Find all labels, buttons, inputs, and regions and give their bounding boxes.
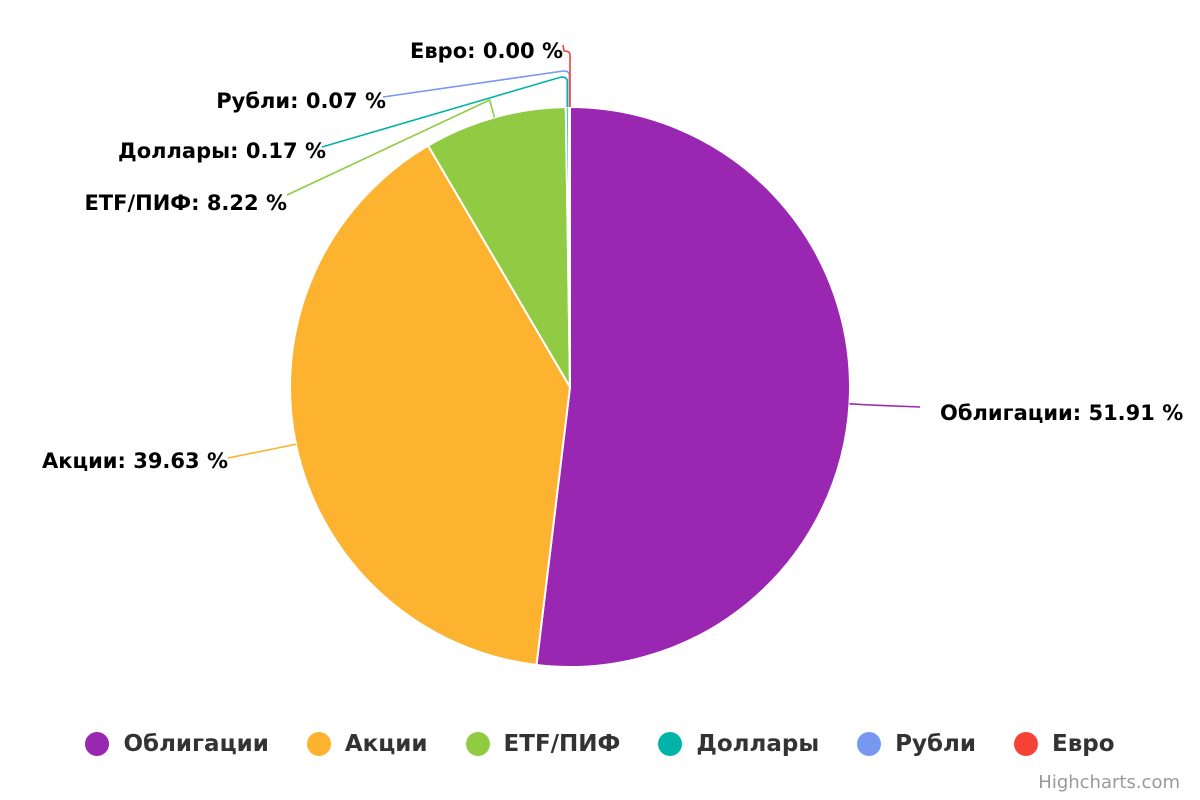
slice-data-label: Облигации: 51.91 % xyxy=(940,401,1183,425)
legend-item-bonds[interactable]: Облигации xyxy=(85,731,269,757)
label-connector-line xyxy=(286,98,496,196)
legend-label: Доллары xyxy=(696,731,820,757)
label-connector-line xyxy=(849,402,921,408)
legend-label: Акции xyxy=(344,731,428,757)
pie-slice[interactable] xyxy=(289,144,571,666)
legend-dot-icon xyxy=(1014,732,1039,756)
legend-dot-icon xyxy=(465,732,490,756)
pie-slice[interactable] xyxy=(427,106,571,388)
label-connector-line xyxy=(562,44,571,107)
legend-item-dollars[interactable]: Доллары xyxy=(658,731,819,757)
slice-labels: Облигации: 51.91 % Акции: 39.63 % ETF/ПИФ:… xyxy=(42,39,1183,473)
label-connector-line xyxy=(227,443,297,459)
pie-slice[interactable] xyxy=(567,106,571,388)
legend-dot-icon xyxy=(306,732,331,756)
slice-data-label: Доллары: 0.17 % xyxy=(118,139,326,163)
chart-legend: Облигации Акции ETF/ПИФ Доллары Рубли Ев… xyxy=(0,720,1200,768)
legend-dot-icon xyxy=(658,732,683,756)
credits-link[interactable]: Highcharts.com xyxy=(1038,772,1180,793)
legend-label: Евро xyxy=(1052,731,1115,757)
legend-item-euro[interactable]: Евро xyxy=(1014,731,1115,757)
legend-label: Облигации xyxy=(123,731,269,757)
legend-label: Рубли xyxy=(895,731,977,757)
pie-slice[interactable] xyxy=(535,106,851,668)
label-connectors xyxy=(227,44,921,459)
label-connector-line xyxy=(321,76,569,148)
legend-label: ETF/ПИФ xyxy=(503,731,621,757)
legend-dot-icon xyxy=(857,732,882,756)
slice-data-label: Акции: 39.63 % xyxy=(42,449,228,473)
slice-data-label: Евро: 0.00 % xyxy=(410,39,563,63)
legend-item-etf[interactable]: ETF/ПИФ xyxy=(465,731,621,757)
legend-item-stocks[interactable]: Акции xyxy=(306,731,428,757)
slice-data-label: ETF/ПИФ: 8.22 % xyxy=(84,191,287,215)
slice-data-label: Рубли: 0.07 % xyxy=(216,89,386,113)
legend-item-rubles[interactable]: Рубли xyxy=(857,731,976,757)
legend-dot-icon xyxy=(85,732,110,756)
pie-slices xyxy=(289,106,851,668)
